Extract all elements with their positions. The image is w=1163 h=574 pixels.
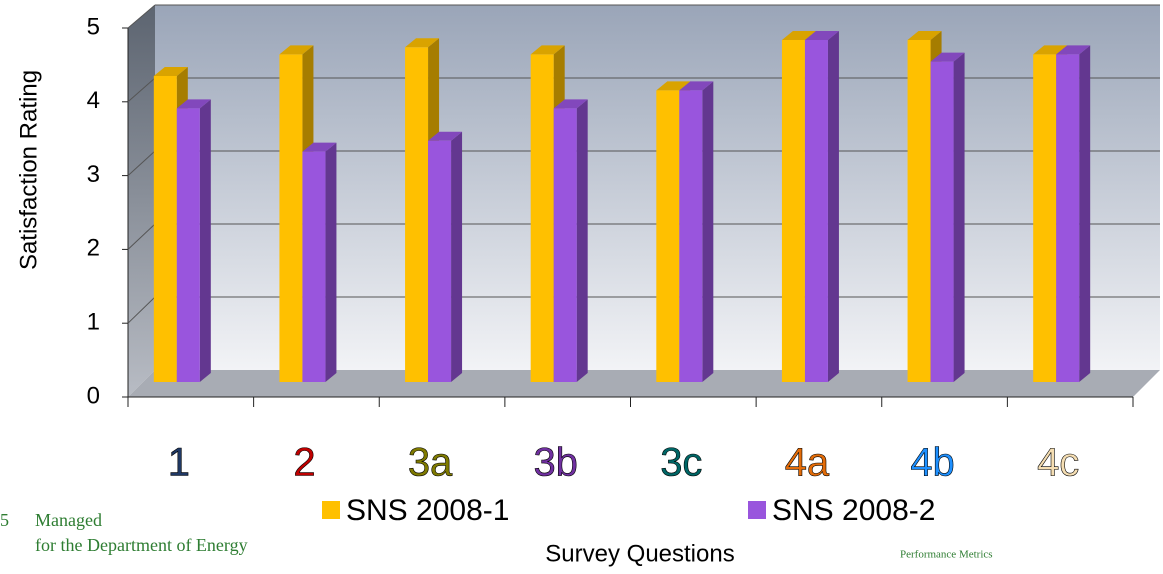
grid-line [127,77,156,103]
bar-front [279,54,303,383]
grid-line [127,150,156,176]
bar [176,99,211,383]
page-number: 5 [0,510,9,530]
legend-label: SNS 2008-2 [772,494,935,527]
x-tick-label: 4b [910,441,955,485]
y-tick-label: 5 [87,13,100,40]
footer-line: Managed [35,510,102,530]
legend-label: SNS 2008-1 [346,494,509,527]
y-tick-label: 1 [87,309,100,336]
bar-side [576,99,588,383]
x-tick-label: 3b [533,441,578,485]
bar-top [804,31,839,40]
bar-top [279,45,314,55]
bar [804,31,839,382]
bar [930,52,965,382]
bar-top [405,38,440,48]
bar-top [153,67,188,76]
bar-front [530,54,554,383]
x-tick-label: 4a [785,441,830,485]
bar [679,81,714,383]
bar-top [553,99,588,109]
grid-line [127,223,156,250]
bar-top [302,142,337,152]
bar-side [199,99,211,383]
x-tick-label: 1 [168,441,190,485]
grid-line [127,4,156,29]
bar-side [325,142,337,382]
bar-front [1056,54,1080,383]
bar-front [804,40,828,382]
y-tick-label: 2 [87,235,100,262]
bar-top [428,131,463,141]
bar [302,142,337,382]
bar-front [656,90,680,383]
bar-front [153,76,177,382]
bar-side [827,31,839,382]
bar-top [1056,45,1091,55]
bar-side [451,131,463,382]
bar-front [1033,54,1057,383]
bar-front [428,140,452,382]
bar-front [930,61,954,382]
bar-top [656,81,691,91]
bar-front [553,108,577,383]
bar-side [953,52,965,382]
bar-front [781,40,805,382]
bar-front [907,40,931,382]
x-axis-title: Survey Questions [545,540,734,567]
y-tick-label: 3 [87,161,100,188]
bar [553,99,588,383]
bar-top [1033,45,1068,55]
bar-top [679,81,714,91]
bar-side [1079,45,1091,383]
side-wall [128,5,155,397]
x-tick-label: 4c [1037,441,1079,485]
bar [1056,45,1091,383]
x-tick-label: 3c [660,441,702,485]
bar-top [781,31,816,40]
bar-top [907,31,942,40]
floor [128,370,1160,397]
bar-top [530,45,565,55]
x-tick-label: 3a [408,441,453,485]
bar-top [176,99,211,109]
y-tick-label: 0 [87,382,100,409]
y-axis-title: Satisfaction Rating [15,70,42,270]
bar [428,131,463,382]
legend-swatch [748,501,766,519]
footer-section: Performance Metrics [900,549,993,561]
y-tick-label: 4 [87,87,100,114]
bar-top [930,52,965,62]
x-tick-label: 2 [293,441,315,485]
bar-front [302,151,326,382]
bar-side [702,81,714,383]
legend-swatch [322,501,340,519]
bar-front [679,90,703,383]
bar-front [176,108,200,383]
grid-line [127,296,156,324]
bar-front [405,47,429,382]
footer-line: for the Department of Energy [35,535,248,555]
